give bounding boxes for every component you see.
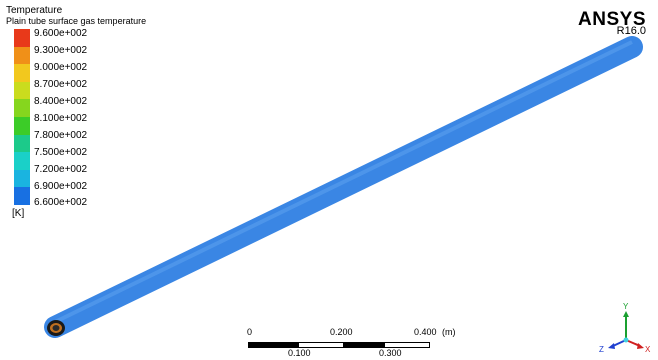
scale-label: 0 <box>247 327 253 337</box>
z-axis-arrowhead <box>608 343 615 349</box>
legend-label: 7.500e+002 <box>34 147 88 158</box>
color-band <box>14 81 30 100</box>
y-axis-label: Y <box>623 302 629 311</box>
color-band <box>14 29 30 47</box>
legend-label: 8.100e+002 <box>34 113 88 124</box>
legend-label: 9.600e+002 <box>34 28 88 39</box>
scale-bar: 0 0.200 0.400 (m) 0.100 0.300 <box>240 328 460 358</box>
legend-label: 6.600e+002 <box>34 197 88 208</box>
x-axis-arrowhead <box>637 343 644 349</box>
color-band <box>14 46 30 65</box>
legend-label: 6.900e+002 <box>34 181 88 192</box>
y-axis-arrowhead <box>623 311 629 317</box>
tube-body <box>44 36 643 338</box>
tube-end-inner <box>52 325 60 331</box>
legend-subtitle: Plain tube surface gas temperature <box>6 16 147 26</box>
color-band <box>14 134 30 153</box>
ansys-logo: ANSYS R16.0 <box>578 10 646 37</box>
legend-title: Temperature <box>6 5 63 16</box>
z-axis-label: Z <box>599 345 604 354</box>
scale-segment <box>248 342 299 348</box>
tube-highlight <box>54 40 633 324</box>
scale-label: 0.200 <box>330 327 353 337</box>
legend-label: 9.300e+002 <box>34 45 88 56</box>
axis-origin <box>623 337 629 343</box>
scale-segment <box>384 342 430 348</box>
scale-unit: (m) <box>442 327 456 337</box>
legend-label: 8.700e+002 <box>34 79 88 90</box>
legend-unit: [K] <box>12 208 25 219</box>
scale-segment <box>299 342 343 348</box>
color-band <box>14 117 30 135</box>
axis-triad: Y Z X <box>599 302 651 354</box>
scale-label: 0.400 <box>414 327 437 337</box>
legend-label: 7.200e+002 <box>34 164 88 175</box>
scale-label: 0.300 <box>379 348 402 358</box>
color-band <box>14 152 30 170</box>
x-axis-label: X <box>645 345 651 354</box>
scale-segment <box>343 342 384 348</box>
color-band <box>14 187 30 205</box>
brand-version: R16.0 <box>616 25 646 37</box>
brand-name: ANSYS <box>578 9 646 30</box>
color-band <box>14 99 30 117</box>
legend-label: 9.000e+002 <box>34 62 88 73</box>
color-legend-bar <box>14 29 30 205</box>
legend-label: 8.400e+002 <box>34 96 88 107</box>
legend-label: 7.800e+002 <box>34 130 88 141</box>
color-band <box>14 169 30 188</box>
color-band <box>14 64 30 82</box>
scale-label: 0.100 <box>288 348 311 358</box>
